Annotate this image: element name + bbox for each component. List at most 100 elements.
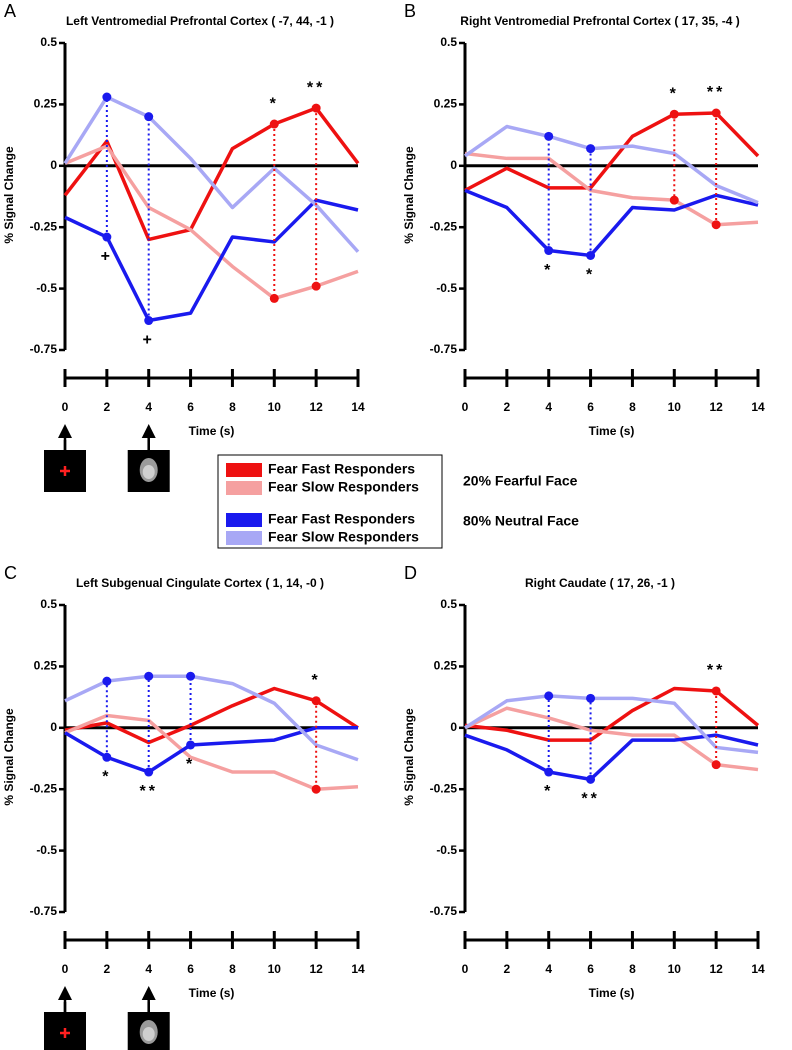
legend-group-label: 80% Neutral Face: [463, 513, 579, 529]
x-axis-label: Time (s): [189, 986, 235, 1000]
y-tick-label: 0: [50, 158, 57, 172]
y-tick-label: -0.5: [436, 843, 457, 857]
x-tick-label: 2: [104, 962, 111, 976]
series-line: [64, 686, 359, 745]
comparison-dot: [544, 246, 554, 256]
x-tick-label: 2: [504, 400, 511, 414]
x-tick-label: 10: [668, 400, 682, 414]
y-tick-label: 0: [450, 720, 457, 734]
legend-label: Fear Slow Responders: [268, 529, 419, 545]
series-line: [64, 198, 359, 323]
x-tick-label: 6: [187, 400, 194, 414]
y-tick-label: -0.5: [436, 281, 457, 295]
panel: A Left Ventromedial Prefrontal Cortex ( -…: [2, 1, 365, 492]
legend-label: Fear Fast Responders: [268, 511, 415, 527]
significance-label: **: [707, 84, 725, 101]
stimulus-arrowhead: [141, 424, 156, 438]
legend-swatch: [226, 531, 262, 545]
comparison-dot: [586, 693, 596, 703]
comparison-dot: [102, 92, 112, 102]
x-axis-label: Time (s): [589, 424, 635, 438]
comparison-dot: [711, 220, 721, 230]
legend-swatch: [226, 513, 262, 527]
x-tick-label: 0: [462, 400, 469, 414]
series-line: [464, 733, 759, 782]
y-tick-label: -0.75: [30, 342, 58, 356]
comparison-dot: [311, 103, 321, 113]
x-tick-label: 10: [268, 962, 282, 976]
comparison-dot: [711, 108, 721, 118]
x-tick-label: 8: [229, 962, 236, 976]
comparison-dot: [144, 112, 154, 122]
y-tick-label: 0.5: [440, 35, 457, 49]
comparison-dot: [711, 760, 721, 770]
y-axis-label: % Signal Change: [2, 146, 16, 244]
comparison-dot: [544, 691, 554, 701]
comparison-dot: [186, 740, 196, 750]
series-line: [464, 111, 760, 192]
y-tick-label: -0.75: [430, 342, 458, 356]
comparison-dot: [669, 195, 679, 205]
stimulus-arrowhead: [141, 986, 156, 1000]
comparison-dot: [586, 250, 596, 260]
y-tick-label: 0.25: [434, 97, 458, 111]
panel: D Right Caudate ( 17, 26, -1 ) % Signal Ch…: [402, 563, 765, 1000]
x-tick-label: 8: [229, 400, 236, 414]
y-tick-label: -0.75: [30, 904, 58, 918]
x-tick-label: 4: [545, 962, 552, 976]
series-line: [64, 674, 359, 762]
comparison-dot: [544, 131, 554, 141]
series-line: [464, 706, 759, 772]
significance-label: **: [707, 662, 725, 679]
x-tick-label: 8: [629, 400, 636, 414]
series-line: [64, 713, 359, 791]
x-tick-label: 6: [187, 962, 194, 976]
y-tick-label: 0.5: [440, 597, 457, 611]
significance-label: *: [270, 95, 279, 112]
y-axis-label: % Signal Change: [402, 146, 416, 244]
significance-label: *: [544, 262, 553, 279]
comparison-dot: [186, 671, 196, 681]
y-tick-label: 0: [50, 720, 57, 734]
comparison-dot: [311, 784, 321, 794]
comparison-dot: [586, 774, 596, 784]
significance-label: *: [312, 672, 321, 689]
y-tick-label: -0.5: [36, 281, 57, 295]
y-axis-label: % Signal Change: [2, 708, 16, 806]
comparison-dot: [144, 671, 154, 681]
series-line: [464, 151, 759, 227]
chart-title: Left Subgenual Cingulate Cortex ( 1, 14,…: [76, 576, 324, 590]
fixation-cross: [60, 466, 70, 476]
x-tick-label: 10: [268, 400, 282, 414]
panel-label: C: [4, 563, 17, 583]
x-tick-label: 4: [145, 962, 152, 976]
x-tick-label: 12: [309, 400, 323, 414]
y-tick-label: -0.25: [30, 781, 58, 795]
significance-label: **: [139, 783, 157, 800]
significance-label: +: [143, 332, 155, 349]
series-line: [464, 686, 760, 742]
x-tick-label: 0: [62, 962, 69, 976]
series-line: [64, 144, 359, 301]
comparison-dot: [102, 752, 112, 762]
y-tick-label: 0.5: [40, 35, 57, 49]
series-line: [464, 188, 759, 258]
x-axis-label: Time (s): [589, 986, 635, 1000]
y-tick-label: 0.5: [40, 597, 57, 611]
x-tick-label: 14: [751, 400, 765, 414]
series-line: [64, 726, 358, 774]
x-tick-label: 4: [145, 400, 152, 414]
panel-label: B: [404, 1, 416, 21]
comparison-dot: [544, 767, 554, 777]
comparison-dot: [711, 686, 721, 696]
face-icon: [142, 465, 155, 479]
significance-label: *: [670, 85, 679, 102]
y-tick-label: 0: [450, 158, 457, 172]
fixation-cross: [60, 1028, 70, 1038]
legend-swatch: [226, 463, 262, 477]
panel: B Right Ventromedial Prefrontal Cortex ( …: [402, 1, 765, 438]
comparison-dot: [144, 316, 154, 326]
y-tick-label: 0.25: [34, 659, 58, 673]
series-line: [63, 106, 360, 242]
x-tick-label: 0: [462, 962, 469, 976]
